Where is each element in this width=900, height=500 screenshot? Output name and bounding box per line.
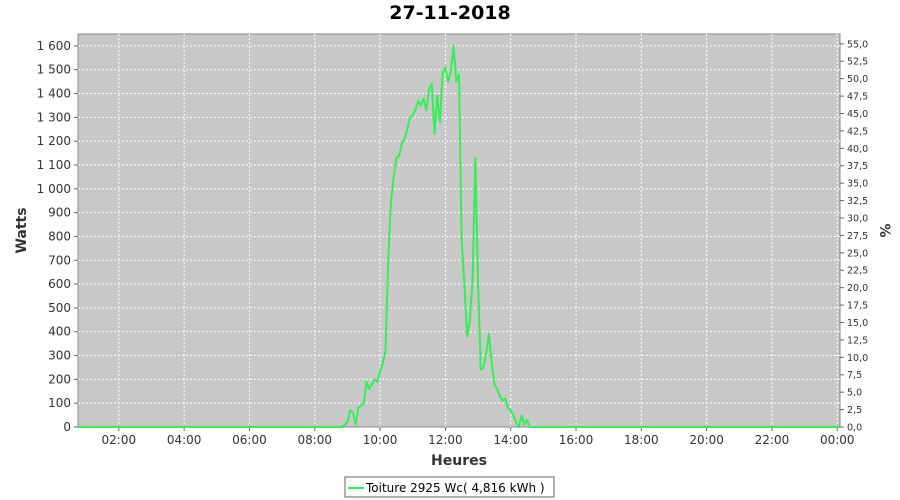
x-tick-label: 14:00 bbox=[493, 433, 528, 447]
axis-ticks: 02:00 04:00 06:00 08:00 10:00 12:00 14:00 16:00… bbox=[37, 39, 869, 447]
x-tick-label: 02:00 bbox=[102, 433, 137, 447]
y2-tick-label: 37,5 bbox=[847, 161, 868, 172]
y-tick-label: 1 400 bbox=[37, 87, 71, 101]
y2-tick-label: 7,5 bbox=[847, 370, 862, 381]
y2-tick-label: 45,0 bbox=[847, 109, 868, 120]
chart-title: 27-11-2018 bbox=[389, 2, 511, 24]
x-tick-label: 18:00 bbox=[624, 433, 659, 447]
y2-tick-label: 32,5 bbox=[847, 196, 868, 207]
legend-label: Toiture 2925 Wc( 4,816 kWh ) bbox=[365, 481, 545, 495]
y2-tick-label: 5,0 bbox=[847, 388, 862, 399]
y-tick-label: 1 600 bbox=[37, 39, 71, 53]
y2-tick-label: 55,0 bbox=[847, 39, 868, 50]
series-layer bbox=[78, 44, 840, 428]
y2-tick-label: 12,5 bbox=[847, 335, 868, 346]
y-tick-label: 100 bbox=[48, 396, 71, 410]
y2-tick-label: 22,5 bbox=[847, 266, 868, 277]
x-tick-label: 16:00 bbox=[559, 433, 594, 447]
y2-tick-label: 15,0 bbox=[847, 318, 868, 329]
x-tick-label: 10:00 bbox=[363, 433, 398, 447]
plot-area bbox=[77, 33, 841, 428]
x-axis-title: Heures bbox=[431, 453, 487, 469]
y-tick-label: 500 bbox=[48, 301, 71, 315]
y-tick-label: 600 bbox=[48, 277, 71, 291]
x-tick-label: 06:00 bbox=[232, 433, 267, 447]
y2-tick-label: 20,0 bbox=[847, 283, 868, 294]
x-tick-label: 22:00 bbox=[755, 433, 790, 447]
y2-tick-label: 17,5 bbox=[847, 301, 868, 312]
x-tick-label: 00:00 bbox=[820, 433, 855, 447]
y2-tick-label: 40,0 bbox=[847, 144, 868, 155]
x-tick-label: 08:00 bbox=[297, 433, 332, 447]
y2-tick-label: 47,5 bbox=[847, 92, 868, 103]
y2-tick-label: 25,0 bbox=[847, 248, 868, 259]
y2-axis-title: % bbox=[876, 223, 892, 237]
y2-tick-label: 27,5 bbox=[847, 231, 868, 242]
x-tick-label: 04:00 bbox=[167, 433, 202, 447]
legend-box bbox=[344, 476, 555, 498]
y2-tick-label: 30,0 bbox=[847, 213, 868, 224]
y-tick-label: 1 100 bbox=[37, 158, 71, 172]
y2-tick-label: 52,5 bbox=[847, 57, 868, 68]
y2-tick-label: 42,5 bbox=[847, 126, 868, 137]
y-tick-label: 1 200 bbox=[37, 134, 71, 148]
y-tick-label: 1 500 bbox=[37, 63, 71, 77]
y2-tick-label: 2,5 bbox=[847, 405, 862, 416]
y2-tick-label: 35,0 bbox=[847, 179, 868, 190]
y-tick-label: 700 bbox=[48, 253, 71, 267]
y2-tick-label: 50,0 bbox=[847, 74, 868, 85]
legend: Toiture 2925 Wc( 4,816 kWh ) bbox=[344, 476, 555, 498]
y-tick-label: 1 000 bbox=[37, 182, 71, 196]
y-tick-label: 400 bbox=[48, 325, 71, 339]
y2-tick-label: 10,0 bbox=[847, 353, 868, 364]
y2-tick-label: 0,0 bbox=[847, 423, 862, 434]
x-tick-label: 12:00 bbox=[428, 433, 463, 447]
y-tick-label: 900 bbox=[48, 206, 71, 220]
y-axis-title: Watts bbox=[14, 207, 30, 253]
y-tick-label: 0 bbox=[63, 420, 71, 434]
y-tick-label: 300 bbox=[48, 349, 71, 363]
x-tick-label: 20:00 bbox=[689, 433, 724, 447]
y-tick-label: 1 300 bbox=[37, 110, 71, 124]
series-line bbox=[78, 44, 840, 428]
y-tick-label: 800 bbox=[48, 229, 71, 243]
y-tick-label: 200 bbox=[48, 372, 71, 386]
